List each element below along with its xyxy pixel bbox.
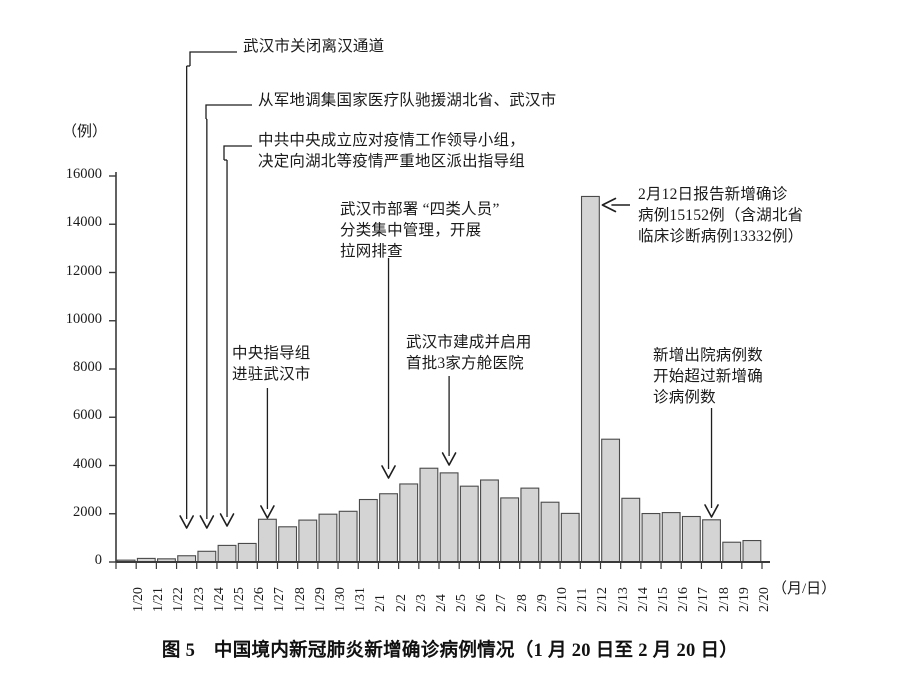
annotation-leading-group: 中共中央成立应对疫情工作领导小组， 决定向湖北等疫情严重地区派出指导组 (258, 132, 525, 170)
leader-wuhan-lockdown (189, 51, 237, 66)
x-tick-label: 2/11 (575, 587, 591, 612)
x-tick-label: 2/3 (413, 594, 429, 612)
x-tick-label: 1/27 (272, 587, 288, 612)
annotation-feb12-report: 2月12日报告新增确诊 病例15152例（含湖北省 临床诊断病例13332例） (638, 186, 804, 245)
y-tick-label: 2000 (73, 503, 102, 520)
bars-group (116, 195, 762, 563)
x-tick-label: 1/23 (191, 587, 207, 612)
annotation-fangcang-hospitals: 武汉市建成并启用 首批3家方舱医院 (406, 334, 532, 372)
x-tick-label: 1/28 (292, 587, 308, 612)
arrow-fangcang-hospitals (441, 376, 457, 466)
x-tick-label: 1/21 (151, 587, 167, 612)
x-axis-unit-label: （月/日） (772, 581, 837, 597)
bar-2-11 (560, 512, 580, 563)
bar-2-6 (459, 485, 479, 563)
figure-caption: 图 5 中国境内新冠肺炎新增确诊病例情况（1 月 20 日至 2 月 20 日） (161, 641, 739, 661)
arrow-leading-group (219, 160, 235, 527)
x-tick-label: 2/18 (716, 587, 732, 612)
x-tick-label: 2/1 (373, 594, 389, 612)
x-tick-label: 2/12 (595, 587, 611, 612)
annotation-central-guidance-group: 中央指导组 进驻武汉市 (232, 345, 311, 383)
arrow-medical-teams (199, 119, 215, 529)
bar-2-18 (702, 519, 721, 563)
bar-1-31 (338, 510, 358, 563)
x-tick-label: 2/4 (433, 594, 449, 612)
annotation-four-categories: 武汉市部署 “四类人员” 分类集中管理，开展 拉网排查 (340, 201, 500, 260)
bar-2-9 (520, 487, 540, 563)
arrow-four-categories (381, 258, 396, 479)
x-tick-label: 1/20 (131, 587, 147, 612)
y-tick-label: 10000 (65, 310, 102, 327)
bar-1-30 (318, 513, 338, 563)
bar-2-16 (661, 512, 681, 563)
x-tick-label: 1/22 (171, 587, 187, 612)
y-tick-label: 8000 (73, 359, 102, 375)
bar-2-2 (379, 493, 398, 563)
bar-2-4 (419, 467, 439, 563)
bar-2-5 (439, 472, 459, 563)
annotation-medical-teams: 从军地调集国家医疗队驰援湖北省、武汉市 (258, 92, 557, 109)
y-tick-label: 6000 (73, 407, 102, 424)
bar-1-25 (217, 544, 237, 563)
x-tick-label: 2/19 (736, 587, 752, 612)
bar-1-28 (278, 526, 298, 563)
y-tick-label: 16000 (65, 166, 102, 182)
x-tick-label: 2/2 (393, 594, 409, 612)
bar-2-20 (742, 539, 762, 563)
arrow-feb12-report (601, 197, 630, 213)
bar-1-26 (237, 542, 257, 563)
bar-1-27 (257, 518, 277, 563)
annotation-leaders-group (179, 51, 719, 529)
x-tick-label: 2/20 (756, 587, 772, 612)
bar-2-19 (722, 541, 742, 563)
x-tick-label: 2/5 (454, 594, 470, 612)
y-axis-unit-label: （例） (62, 124, 108, 140)
bar-2-13 (601, 438, 621, 563)
x-tick-label: 2/17 (696, 587, 712, 612)
bar-2-7 (480, 479, 499, 563)
bar-2-17 (681, 515, 701, 563)
y-tick-label: 14000 (65, 214, 102, 231)
x-tick-label: 1/31 (353, 587, 369, 612)
annotation-wuhan-lockdown: 武汉市关闭离汉通道 (243, 38, 385, 55)
x-tick-label: 2/16 (676, 587, 692, 612)
x-tick-label: 1/30 (332, 587, 348, 612)
y-tick-label: 12000 (65, 262, 102, 279)
bar-2-10 (540, 501, 560, 563)
arrow-discharges-exceed (704, 408, 719, 518)
leader-leading-group (223, 145, 252, 160)
x-tick-label: 2/14 (635, 587, 651, 612)
bar-2-15 (641, 512, 661, 563)
bar-2-1 (358, 498, 378, 563)
x-tick-label: 2/7 (494, 594, 510, 612)
x-tick-label: 2/13 (615, 587, 631, 612)
bar-2-12 (580, 195, 600, 563)
bar-2-8 (500, 497, 520, 563)
bar-2-14 (621, 497, 641, 563)
x-tick-label: 1/26 (252, 587, 268, 612)
x-tick-label: 2/6 (474, 594, 490, 612)
axes-group (109, 172, 770, 569)
x-tick-label: 1/29 (312, 587, 328, 612)
leader-medical-teams (205, 104, 252, 119)
arrow-wuhan-lockdown (179, 66, 194, 529)
bar-2-3 (399, 483, 419, 563)
x-tick-label: 2/10 (555, 587, 571, 612)
x-tick-label: 1/24 (211, 587, 227, 612)
annotation-discharges-exceed: 新增出院病例数 开始超过新增确 诊病例数 (653, 347, 763, 406)
y-tick-label: 0 (94, 552, 102, 568)
x-tick-label: 2/15 (655, 587, 671, 612)
x-tick-label: 2/8 (514, 594, 530, 612)
arrow-central-guidance-group (260, 388, 275, 519)
bar-1-24 (197, 550, 217, 563)
bar-1-29 (298, 519, 318, 563)
y-tick-label: 4000 (73, 455, 102, 472)
x-tick-label: 2/9 (534, 594, 550, 612)
x-tick-label: 1/25 (232, 587, 248, 612)
